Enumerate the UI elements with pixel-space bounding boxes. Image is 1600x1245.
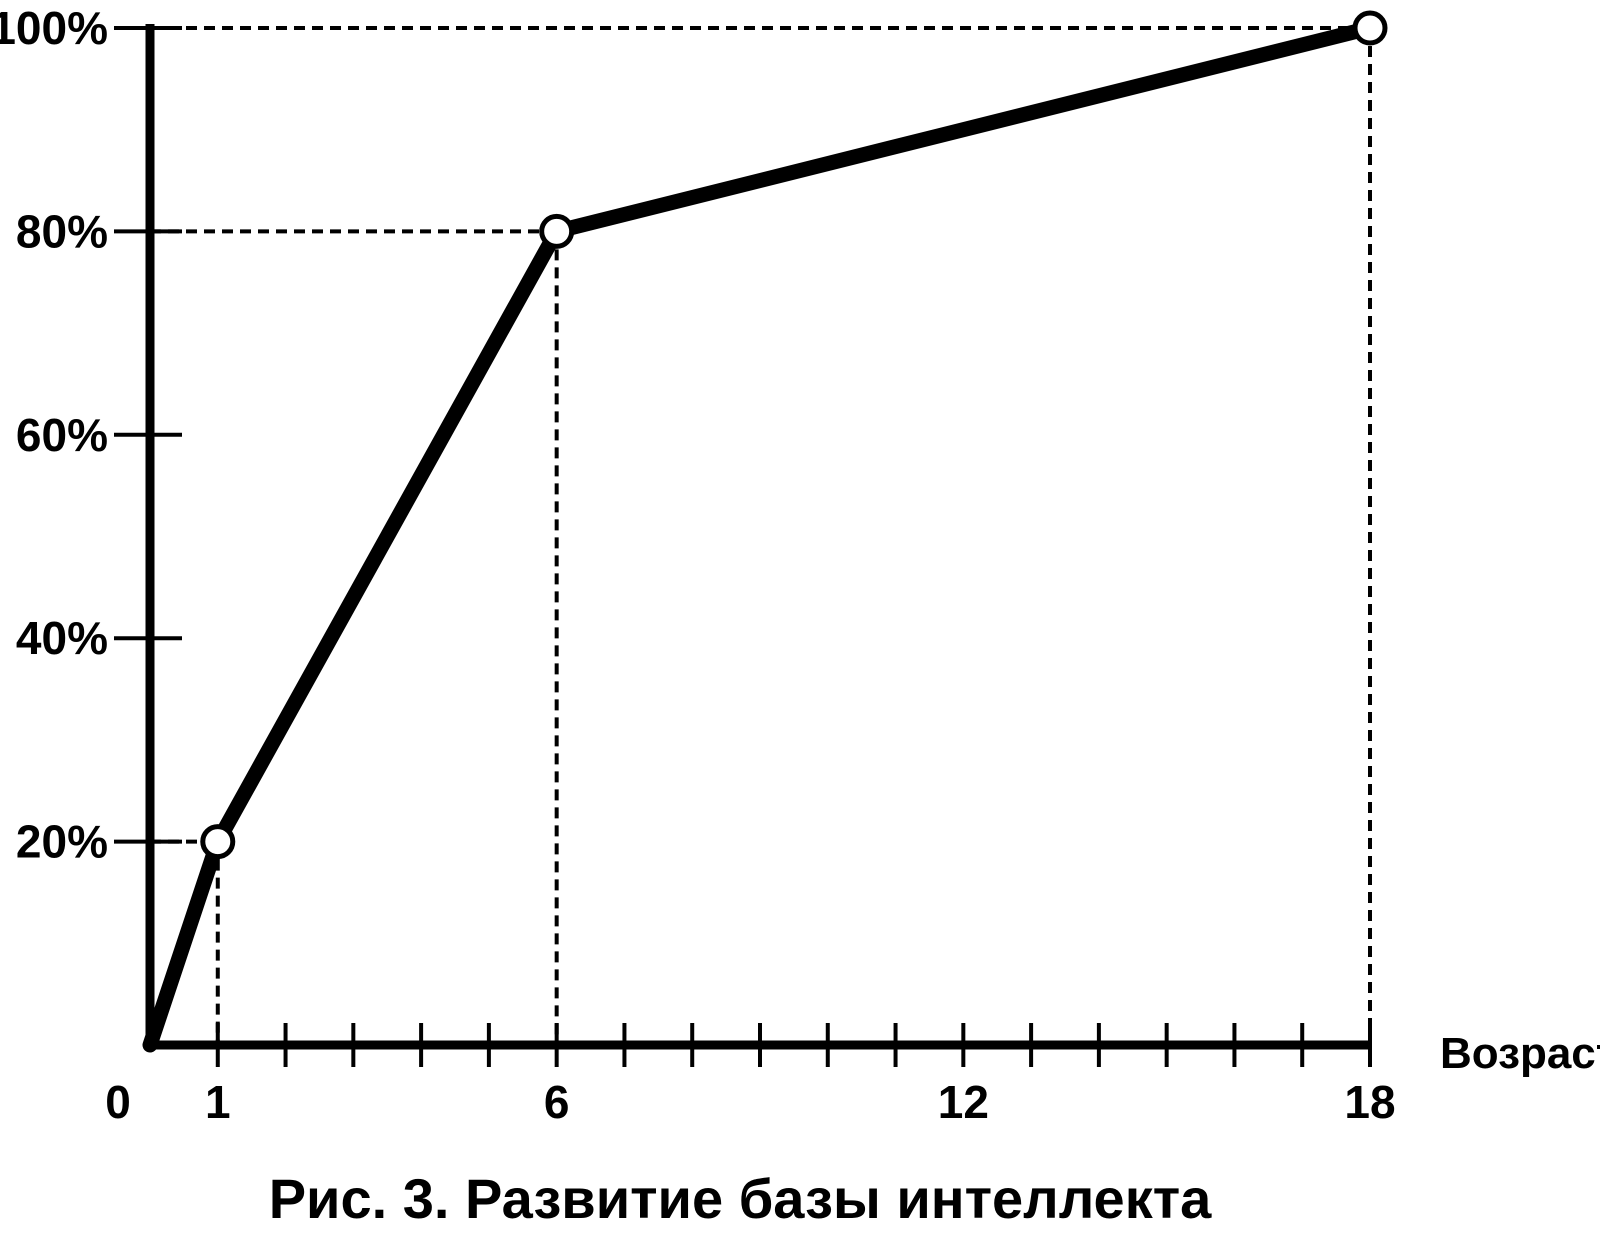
guide-lines <box>150 26 1372 1045</box>
y-tick-label: 60% <box>16 409 108 461</box>
data-point-marker <box>539 213 575 249</box>
x-axis-title: Возраст <box>1440 1029 1600 1078</box>
y-tick-label: 40% <box>16 612 108 664</box>
figure-caption: Рис. 3. Развитие базы интеллекта <box>269 1167 1212 1230</box>
x-tick-label: 0 <box>105 1076 131 1128</box>
data-point-marker <box>1352 10 1388 46</box>
data-point-marker <box>200 824 236 860</box>
y-tick-label: 20% <box>16 816 108 868</box>
y-tick-label: 80% <box>16 205 108 257</box>
x-tick-label: 1 <box>205 1076 231 1128</box>
y-tick-label: 100% <box>0 2 108 54</box>
series-line <box>142 20 1378 1053</box>
x-tick-label: 12 <box>938 1076 989 1128</box>
x-tick-label: 18 <box>1344 1076 1395 1128</box>
axes <box>114 24 1372 1067</box>
series <box>142 10 1388 1053</box>
x-tick-label: 6 <box>544 1076 570 1128</box>
